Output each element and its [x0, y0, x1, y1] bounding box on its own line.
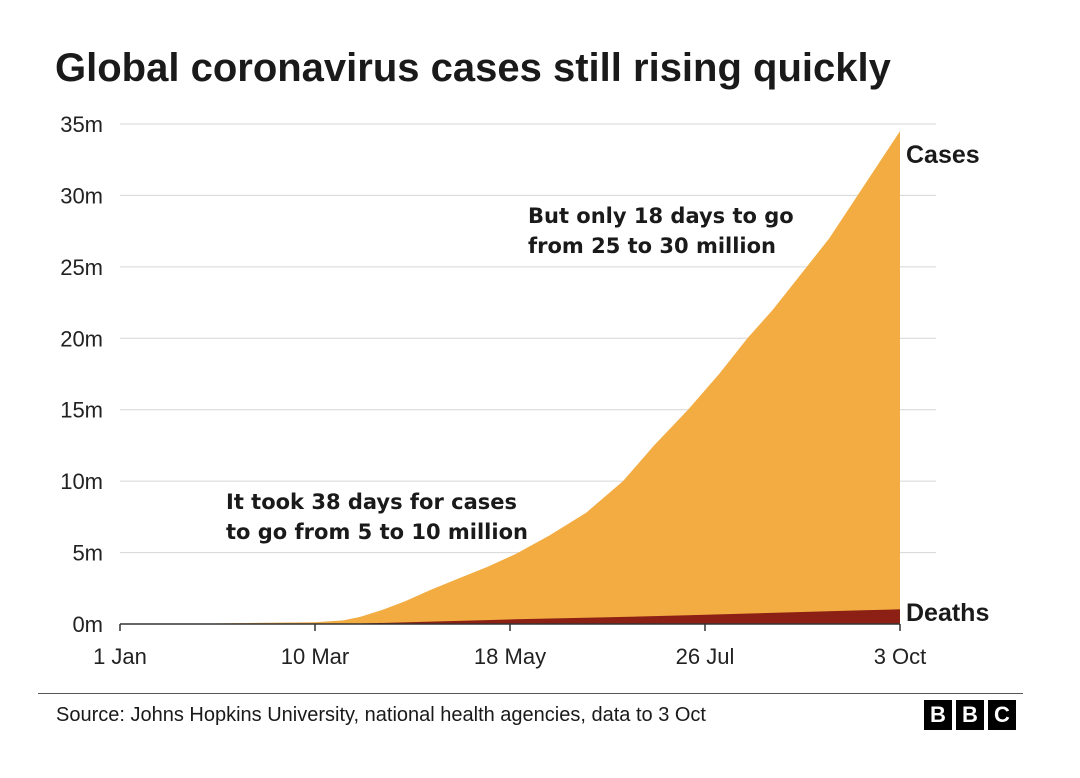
- x-tick-label: 1 Jan: [93, 644, 147, 669]
- logo-letter-b1: B: [924, 700, 952, 730]
- y-tick-label: 35m: [60, 112, 103, 137]
- y-tick-label: 15m: [60, 398, 103, 423]
- series-label-cases: Cases: [906, 141, 980, 169]
- annotation-late-line-2: from 25 to 30 million: [528, 234, 776, 258]
- y-tick-label: 10m: [60, 469, 103, 494]
- y-tick-label: 0m: [72, 612, 103, 637]
- annotation-late-line-1: But only 18 days to go: [528, 204, 794, 228]
- logo-letter-c: C: [988, 700, 1016, 730]
- annotation-early: It took 38 days for cases to go from 5 t…: [226, 490, 528, 544]
- annotation-late: But only 18 days to go from 25 to 30 mil…: [528, 204, 801, 258]
- x-axis-ticks: 1 Jan 10 Mar 18 May 26 Jul 3 Oct: [93, 624, 926, 669]
- annotation-early-line-2: to go from 5 to 10 million: [226, 520, 528, 544]
- x-tick-label: 3 Oct: [874, 644, 927, 669]
- y-tick-label: 5m: [72, 541, 103, 566]
- y-tick-label: 30m: [60, 183, 103, 208]
- x-tick-label: 10 Mar: [281, 644, 349, 669]
- deaths-area: [120, 609, 900, 624]
- y-tick-label: 25m: [60, 255, 103, 280]
- source-note: Source: Johns Hopkins University, nation…: [56, 704, 706, 726]
- series-label-deaths: Deaths: [906, 599, 989, 627]
- x-tick-label: 26 Jul: [676, 644, 735, 669]
- gridlines: [120, 123, 936, 554]
- x-tick-label: 18 May: [474, 644, 546, 669]
- bbc-logo: B B C: [924, 700, 1016, 730]
- logo-letter-b2: B: [956, 700, 984, 730]
- chart-title: Global coronavirus cases still rising qu…: [55, 46, 891, 90]
- y-tick-label: 20m: [60, 326, 103, 351]
- footer-divider: [38, 693, 1023, 694]
- area-chart: 0m 5m 10m 15m 20m 25m 30m 35m 1 Jan 10 Mar 18 May…: [60, 112, 989, 669]
- cases-area: [120, 131, 900, 624]
- annotation-early-line-1: It took 38 days for cases: [226, 490, 517, 514]
- y-axis-ticks: 0m 5m 10m 15m 20m 25m 30m 35m: [60, 112, 103, 637]
